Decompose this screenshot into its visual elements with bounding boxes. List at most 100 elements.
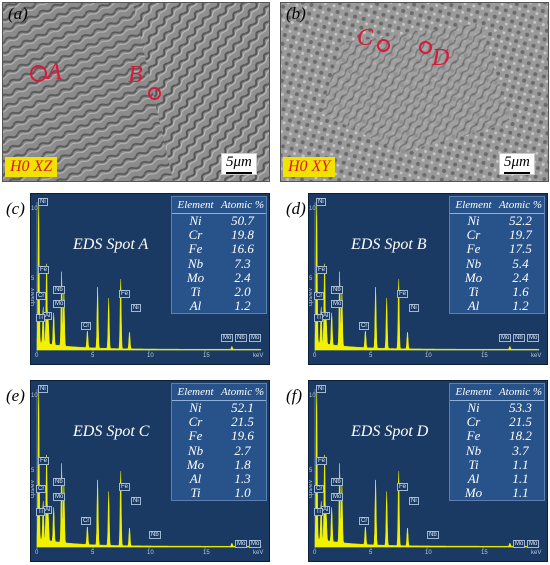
peak-label-ni: Ni [131, 497, 141, 506]
element-cell: Ti [190, 284, 201, 300]
element-cell: Mo [186, 456, 205, 472]
table-header-cell: Atomic % [498, 386, 543, 398]
peak-label-ni: Ni [316, 198, 326, 206]
y-tick-label: 10 [309, 393, 316, 399]
atomic-percent-cell: 1.3 [234, 471, 251, 487]
table-row: Mo 1.8 [172, 456, 266, 472]
x-tick-label: 10 [147, 550, 154, 556]
table-row: Ti 1.1 [450, 457, 544, 472]
peak-label-mo: Mo [527, 539, 540, 548]
table-header-cell: Element [177, 199, 214, 211]
atomic-percent-cell: 19.7 [509, 227, 532, 243]
peak-label-cr: Cr [314, 484, 325, 493]
peak-label-mo: Mo [53, 493, 66, 502]
x-tick-label: 15 [203, 353, 210, 359]
peak-label-ni: Ni [409, 497, 419, 506]
composition-table: Element Atomic % Ni 52.1 Cr 21.5 Fe 19.6 Nb 2.7 Mo… [171, 383, 267, 502]
panel-label-eds-a: (c) [6, 199, 25, 218]
sample-badge-b: H0 XY [283, 157, 336, 177]
atomic-percent-cell: 19.6 [231, 428, 254, 444]
table-header-cell: Atomic % [220, 386, 265, 398]
peak-label-mo: Mo [527, 334, 540, 342]
panel-label-b: (b) [286, 4, 306, 23]
peak-label-fe: Fe [316, 266, 328, 274]
element-cell: Nb [465, 442, 482, 458]
table-row: Fe 16.6 [172, 242, 266, 256]
sem-texture-b [281, 3, 548, 181]
table-row: Fe 19.6 [172, 429, 266, 443]
element-cell: Fe [466, 241, 481, 257]
peak-label-mo: Mo [499, 334, 512, 342]
atomic-percent-cell: 21.5 [509, 414, 532, 430]
spot-label-a: A [47, 59, 62, 85]
spot-marker-a [30, 65, 47, 82]
peak-label-ni: Ni [316, 385, 326, 394]
eds-spectrum-b: 0 5 10 15 keV 10 5 cps/eV Ni Fe Cr Al Ti Nb Mo Cr Fe Ni Mo… [308, 193, 548, 365]
sem-image-a: A B H0 XZ 5μm [2, 2, 270, 182]
element-cell: Al [189, 298, 202, 314]
y-tick-label: 5 [31, 276, 35, 282]
peak-label-mo: Mo [249, 539, 262, 548]
table-row: Cr 21.5 [450, 415, 544, 429]
spot-label-b: B [128, 62, 143, 88]
element-cell: Ni [467, 400, 480, 415]
peak-label-cr: Cr [36, 292, 47, 300]
atomic-percent-cell: 2.4 [234, 269, 251, 285]
table-header: Element Atomic % [172, 197, 266, 214]
element-cell: Ni [467, 213, 480, 228]
element-cell: Ti [468, 284, 479, 300]
x-tick-label: 10 [147, 353, 154, 359]
spot-label-c: C [357, 25, 374, 51]
element-cell: Nb [465, 255, 482, 271]
atomic-percent-cell: 52.2 [509, 213, 532, 228]
x-tick-label: 15 [481, 353, 488, 359]
element-cell: Ni [189, 213, 202, 228]
y-tick-label: 10 [309, 206, 316, 212]
peak-label-cr: Cr [81, 322, 92, 330]
table-header-cell: Element [177, 386, 214, 398]
peak-label-fe: Fe [38, 457, 50, 466]
table-row: Ni 52.2 [450, 213, 544, 228]
atomic-percent-cell: 7.3 [234, 255, 251, 271]
sample-badge-a: H0 XZ [5, 157, 58, 177]
scale-bar-b: 5μm [499, 153, 535, 175]
table-row: Ni 50.7 [172, 213, 266, 228]
atomic-percent-cell: 3.7 [512, 442, 529, 458]
table-row: Fe 17.5 [450, 242, 544, 256]
y-tick-label: 5 [309, 276, 313, 282]
table-row: Nb 5.4 [450, 255, 544, 271]
x-axis-unit: keV [253, 353, 264, 359]
spectrum-plot-d [314, 386, 540, 550]
peak-label-ti: Ti [314, 508, 323, 517]
spot-label-d: D [432, 45, 450, 71]
x-axis-unit: keV [531, 550, 542, 556]
y-tick-label: 5 [309, 468, 313, 474]
table-row: Mo 1.1 [450, 486, 544, 500]
atomic-percent-cell: 1.1 [512, 485, 529, 501]
y-tick-label: 10 [31, 206, 38, 212]
panel-label-a: (a) [8, 4, 28, 23]
element-cell: Al [189, 471, 202, 487]
atomic-percent-cell: 1.2 [512, 298, 529, 314]
x-tick-label: 5 [91, 550, 95, 556]
spot-marker-c [377, 39, 390, 52]
peak-label-cr: Cr [359, 516, 370, 525]
eds-spectrum-d: 0 5 10 15 keV 10 5 cps/eV Ni Fe Cr Al Ti Nb Mo Cr Fe Ni Nb… [308, 380, 548, 562]
table-header: Element Atomic % [450, 197, 544, 214]
peak-label-cr: Cr [36, 484, 47, 493]
table-row: Nb 3.7 [450, 442, 544, 458]
x-tick-label: 5 [91, 353, 95, 359]
atomic-percent-cell: 1.6 [512, 284, 529, 300]
table-row: Al 1.3 [172, 471, 266, 487]
y-tick-label: 10 [31, 393, 38, 399]
peak-label-ni: Ni [409, 304, 419, 312]
atomic-percent-cell: 21.5 [231, 414, 254, 430]
peak-label-nb: Nb [53, 478, 65, 487]
peak-label-fe: Fe [397, 290, 409, 298]
table-header-cell: Element [455, 199, 492, 211]
peak-label-ni: Ni [38, 198, 48, 206]
panel-label-eds-d: (f) [286, 386, 303, 405]
x-tick-label: 0 [313, 353, 317, 359]
peak-label-mo: Mo [331, 300, 344, 308]
element-cell: Ti [190, 485, 201, 501]
